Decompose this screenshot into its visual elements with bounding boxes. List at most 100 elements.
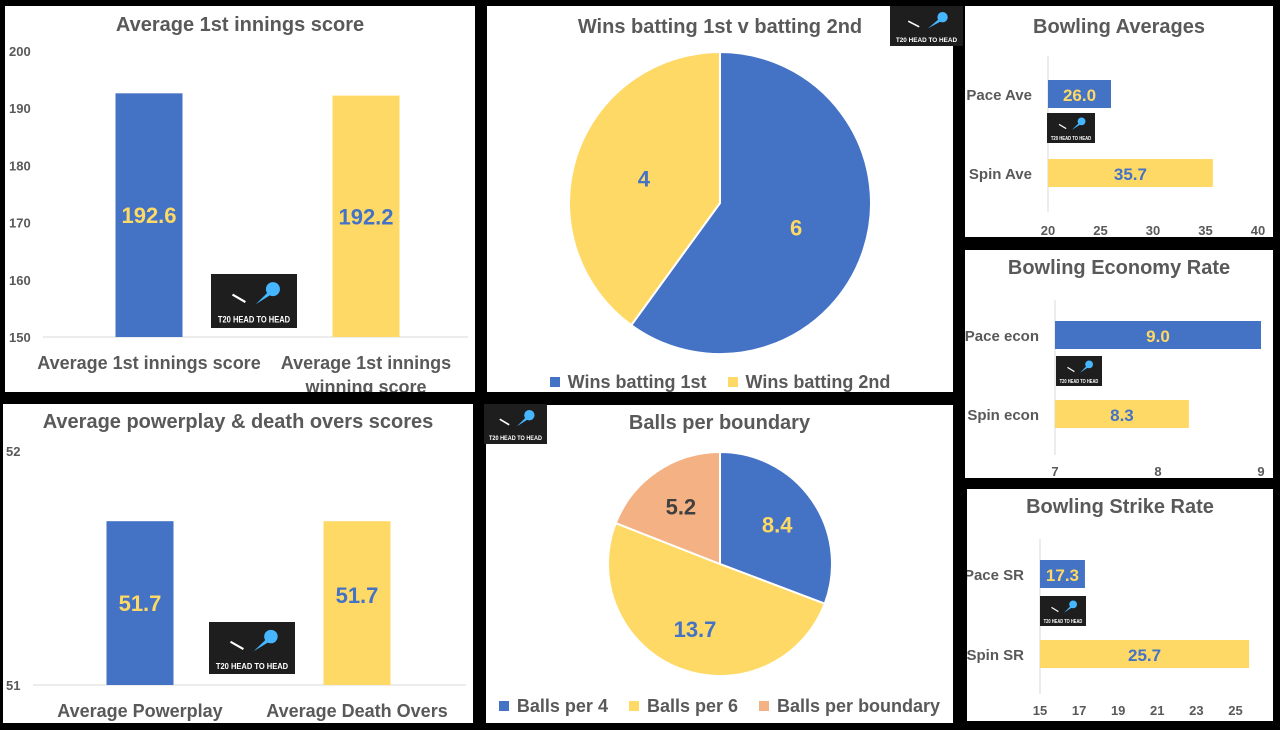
cricket-ball-bat-icon: T20 HEAD TO HEAD <box>1044 600 1083 625</box>
data-label: 4 <box>638 166 651 191</box>
category-label: Average 1st innings <box>281 353 451 373</box>
panel-first-innings: Average 1st innings score 150 160 170 180 19… <box>5 6 475 392</box>
data-label: 13.7 <box>674 617 717 642</box>
strike-rate-chart: 15 17 19 21 23 25 17.3 Pace SR 25.7 Spin SR <box>967 539 1250 718</box>
y-tick-label: 170 <box>9 216 31 231</box>
category-label: Average Death Overs <box>266 701 447 721</box>
x-tick-label: 20 <box>1041 223 1055 237</box>
cricket-ball-bat-icon: T20 HEAD TO HEAD <box>896 12 957 44</box>
legend-item: Wins batting 2nd <box>727 372 891 392</box>
pie-slice <box>629 50 872 355</box>
bar <box>1040 560 1085 588</box>
data-label: 5.2 <box>666 495 697 520</box>
logo-text: T20 HEAD TO HEAD <box>1051 136 1092 142</box>
pie-slice <box>568 50 721 327</box>
category-label: Spin SR <box>967 647 1024 664</box>
bar <box>1055 400 1189 428</box>
bar <box>1048 80 1111 108</box>
x-tick-label: 7 <box>1051 464 1058 478</box>
cricket-ball-bat-icon: T20 HEAD TO HEAD <box>1051 117 1092 142</box>
y-tick-label: 160 <box>9 273 31 288</box>
x-tick-label: 21 <box>1150 703 1164 718</box>
legend-swatch <box>549 377 560 387</box>
brand-logo: T20 HEAD TO HEAD <box>1040 596 1086 626</box>
data-label: 9.0 <box>1146 327 1170 346</box>
chart-title: Average 1st innings score <box>115 14 365 36</box>
brand-logo: T20 HEAD TO HEAD <box>1047 113 1095 143</box>
bar <box>323 521 391 685</box>
brand-logo: T20 HEAD TO HEAD <box>484 404 547 444</box>
y-tick-label: 200 <box>9 44 31 59</box>
legend-swatch <box>727 377 738 387</box>
x-tick-label: 25 <box>1228 703 1242 718</box>
chart-title: Balls per boundary <box>628 412 811 434</box>
data-label: 51.7 <box>336 583 379 608</box>
logo-text: T20 HEAD TO HEAD <box>216 661 288 671</box>
y-tick-label: 51 <box>6 678 20 693</box>
wins-pie-chart: 64 <box>568 50 872 355</box>
panel-balls-per-boundary: Balls per boundary 8.4 13.7 5.2 Balls per … <box>486 405 953 723</box>
x-tick-label: 19 <box>1111 703 1125 718</box>
category-label: Pace SR <box>967 567 1024 584</box>
legend-swatch <box>628 701 639 711</box>
bar <box>1040 640 1250 668</box>
x-tick-label: 40 <box>1251 223 1265 237</box>
panel-strike-rate: Bowling Strike Rate 15 17 19 21 23 25 17.3 Pace… <box>967 489 1273 721</box>
legend-swatch <box>498 701 509 711</box>
bar <box>115 93 183 337</box>
legend-label: Balls per 4 <box>516 696 608 716</box>
logo-text: T20 HEAD TO HEAD <box>1060 379 1099 385</box>
legend: Balls per 4 Balls per 6 Balls per bounda… <box>486 696 953 717</box>
legend-label: Balls per 6 <box>646 696 739 716</box>
data-label: 6 <box>790 216 802 241</box>
legend-label: Wins batting 1st <box>567 372 707 392</box>
category-label: Spin Ave <box>969 166 1032 183</box>
x-tick-label: 8 <box>1154 464 1161 478</box>
chart-title: Bowling Economy Rate <box>1007 257 1231 279</box>
legend-item: Balls per 6 <box>628 696 739 717</box>
x-tick-label: 35 <box>1198 223 1212 237</box>
brand-logo: T20 HEAD TO HEAD <box>211 274 297 328</box>
chart-title: Wins batting 1st v batting 2nd <box>577 16 863 38</box>
category-label: Pace Ave <box>966 87 1032 104</box>
panel-bowling-averages: Bowling Averages 20 25 30 35 40 26.0 Pace Ave 3… <box>965 6 1273 237</box>
category-label: Average Powerplay <box>57 701 222 721</box>
bar <box>106 521 174 685</box>
category-label: Pace econ <box>965 328 1039 345</box>
legend-item: Balls per 4 <box>498 696 608 717</box>
x-tick-label: 30 <box>1146 223 1160 237</box>
x-tick-label: 17 <box>1072 703 1086 718</box>
pie-slice <box>614 450 721 566</box>
y-tick-label: 150 <box>9 330 31 345</box>
legend: Wins batting 1st Wins batting 2nd <box>487 372 953 392</box>
bar <box>332 95 400 337</box>
cricket-ball-bat-icon: T20 HEAD TO HEAD <box>218 282 291 325</box>
x-tick-label: 25 <box>1093 223 1107 237</box>
cricket-ball-bat-icon: T20 HEAD TO HEAD <box>1060 360 1099 385</box>
bar <box>1048 159 1213 187</box>
boundary-pie-chart: 8.4 13.7 5.2 <box>607 450 833 677</box>
data-label: 25.7 <box>1128 646 1161 665</box>
data-label: 51.7 <box>119 591 162 616</box>
y-tick-label: 180 <box>9 158 31 173</box>
chart-title: Average powerplay & death overs scores <box>42 411 434 433</box>
legend-item: Wins batting 1st <box>549 372 707 392</box>
category-label: winning score <box>304 377 426 392</box>
data-label: 192.2 <box>338 204 393 229</box>
x-tick-label: 23 <box>1189 703 1203 718</box>
cricket-ball-bat-icon: T20 HEAD TO HEAD <box>216 629 288 671</box>
category-label: Spin econ <box>967 407 1039 424</box>
first-innings-chart: 150 160 170 180 190 200 192.6 Average 1st innin… <box>9 44 468 392</box>
economy-chart: 7 8 9 9.0 Pace econ 8.3 Spin econ <box>965 300 1265 478</box>
legend-swatch <box>759 701 770 711</box>
brand-logo: T20 HEAD TO HEAD <box>890 6 963 46</box>
cricket-ball-bat-icon: T20 HEAD TO HEAD <box>489 410 542 442</box>
panel-powerplay-death: Average powerplay & death overs scores 5… <box>3 404 473 723</box>
pie-slice <box>607 521 827 677</box>
brand-logo: T20 HEAD TO HEAD <box>209 622 295 674</box>
data-label: 8.4 <box>762 513 793 538</box>
panel-economy: Bowling Economy Rate 7 8 9 9.0 Pace econ 8.3 S… <box>965 250 1273 478</box>
bar <box>1055 321 1261 349</box>
legend-label: Wins batting 2nd <box>745 372 891 392</box>
